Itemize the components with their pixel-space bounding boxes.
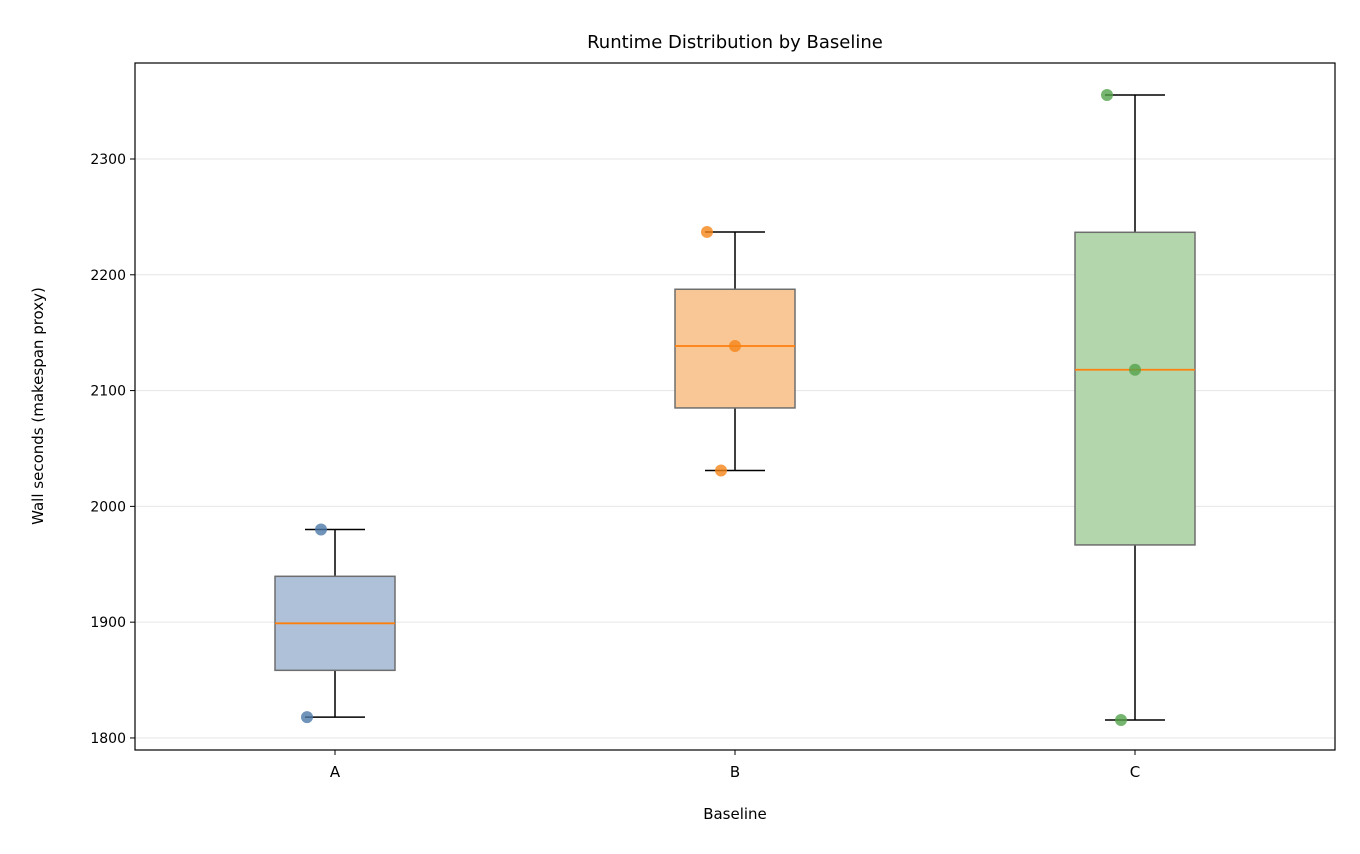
data-point xyxy=(1129,363,1141,376)
data-point xyxy=(1115,714,1127,727)
y-tick-label: 2100 xyxy=(90,384,126,400)
data-point xyxy=(1101,88,1113,101)
x-axis-label: Baseline xyxy=(703,805,767,823)
data-point xyxy=(729,339,741,352)
axes: 1800 1900 2000 2100 2200 2300 A B C xyxy=(90,152,1140,781)
chart-title: Runtime Distribution by Baseline xyxy=(587,32,883,53)
data-point xyxy=(315,523,327,536)
data-point xyxy=(301,711,313,724)
data-point xyxy=(701,225,713,238)
data-point xyxy=(715,464,727,477)
x-tick-label: A xyxy=(330,763,341,781)
y-tick-label: 2300 xyxy=(90,152,126,168)
box-A xyxy=(274,523,396,724)
y-tick-label: 2200 xyxy=(90,268,126,284)
box-C xyxy=(1074,88,1196,727)
box-B xyxy=(674,225,796,477)
iqr-box xyxy=(1074,231,1196,546)
y-tick-label: 1800 xyxy=(90,731,126,747)
y-tick-label: 2000 xyxy=(90,499,126,515)
chart-marks xyxy=(274,88,1196,727)
y-tick-label: 1900 xyxy=(90,615,126,631)
x-tick-label: B xyxy=(730,763,740,781)
y-axis-label: Wall seconds (makespan proxy) xyxy=(29,287,47,525)
x-tick-label: C xyxy=(1130,763,1140,781)
